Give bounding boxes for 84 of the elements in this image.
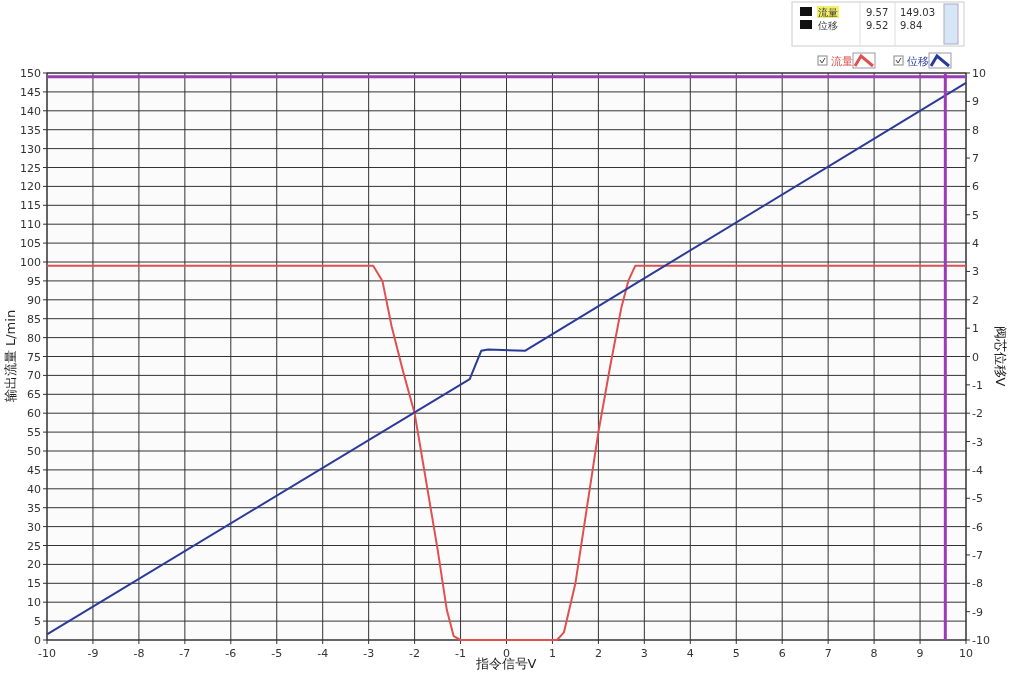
y-tick-label: 95 xyxy=(27,274,41,288)
y2-tick-label: -7 xyxy=(972,548,983,562)
x-tick-label: 5 xyxy=(732,647,740,660)
y2-tick-label: 9 xyxy=(972,95,979,109)
y2-tick-label: 3 xyxy=(972,265,979,279)
x-tick-label: -3 xyxy=(363,647,375,660)
x-tick-label: -5 xyxy=(271,647,283,660)
text: 9.52 xyxy=(866,20,889,31)
text: 9.84 xyxy=(900,20,923,31)
y2-tick-label: -6 xyxy=(972,520,983,534)
y-tick-label: 25 xyxy=(27,539,41,553)
text: 149.03 xyxy=(900,7,935,18)
line-series xyxy=(46,81,967,636)
y2-tick-label: 7 xyxy=(972,152,979,166)
y2-tick-label: -4 xyxy=(972,463,983,477)
x-tick-label: 10 xyxy=(959,647,973,660)
y-tick-label: 70 xyxy=(27,369,41,383)
y2-tick-label: 8 xyxy=(972,123,979,137)
y-tick-label: 130 xyxy=(20,142,41,156)
y2-tick-label: 6 xyxy=(972,180,979,194)
x-tick-label: -7 xyxy=(179,647,191,660)
y-tick-label: 105 xyxy=(20,237,41,251)
x-tick-label: 2 xyxy=(594,647,602,660)
text: 位移 xyxy=(818,20,838,31)
y-tick-label: 100 xyxy=(20,256,41,269)
x-tick-label: -10 xyxy=(38,647,56,660)
y-tick-label: 40 xyxy=(27,482,41,496)
text: 流量 xyxy=(818,7,838,18)
y2-tick-label: -9 xyxy=(972,605,983,619)
y-tick-label: 125 xyxy=(20,161,41,175)
text: 流量 xyxy=(831,55,853,68)
y-tick-label: 45 xyxy=(27,463,41,477)
y2-tick-label: -1 xyxy=(972,378,983,392)
y2-tick-label: 0 xyxy=(972,350,979,364)
y2-tick-label: 4 xyxy=(972,237,979,251)
y-tick-label: 10 xyxy=(27,596,41,610)
x-tick-label: 8 xyxy=(870,647,878,660)
x-tick-label: -6 xyxy=(225,647,237,660)
y-tick-label: 55 xyxy=(27,426,41,440)
x-tick-label: -1 xyxy=(455,647,467,660)
y-tick-label: 5 xyxy=(34,615,41,629)
y-tick-label: 65 xyxy=(27,388,41,402)
y2-tick-label: -2 xyxy=(972,407,983,421)
y2-tick-label: 1 xyxy=(972,322,979,336)
x-tick-label: 1 xyxy=(548,647,556,660)
x-tick-label: 6 xyxy=(778,647,786,660)
y-tick-label: 50 xyxy=(27,445,41,458)
y2-tick-label: 10 xyxy=(972,67,986,80)
x-tick-label: -8 xyxy=(133,647,145,660)
y-tick-label: 120 xyxy=(20,180,41,194)
text: 位移 xyxy=(907,55,929,68)
y2-tick-label: -10 xyxy=(972,634,990,647)
y-tick-label: 150 xyxy=(20,67,41,80)
y-tick-label: 60 xyxy=(27,407,41,421)
y-tick-label: 75 xyxy=(27,350,41,364)
y-tick-label: 85 xyxy=(27,312,41,326)
y-tick-label: 30 xyxy=(27,520,41,534)
y-tick-label: 115 xyxy=(20,199,41,213)
x-axis-title: 指令信号V xyxy=(474,656,537,671)
y-tick-label: 20 xyxy=(27,558,41,572)
y2-tick-label: 5 xyxy=(972,208,979,222)
x-tick-label: 9 xyxy=(916,647,924,660)
text: 9.57 xyxy=(866,7,889,18)
y2-tick-label: 2 xyxy=(972,293,979,307)
x-tick-label: 7 xyxy=(824,647,832,660)
y-axis-title: 输出流量 L/min xyxy=(3,309,18,403)
y2-tick-label: -8 xyxy=(972,577,983,591)
x-tick-label: 3 xyxy=(640,647,648,660)
y-tick-label: 0 xyxy=(34,634,41,647)
y-tick-label: 140 xyxy=(20,104,41,118)
y-tick-label: 15 xyxy=(27,577,41,591)
y-tick-label: 145 xyxy=(20,85,41,99)
x-tick-label: -4 xyxy=(317,647,329,660)
y2-tick-label: -5 xyxy=(972,492,983,506)
y-tick-label: 35 xyxy=(27,501,41,515)
y2-axis-title: 阀芯位移V xyxy=(993,325,1008,387)
y-tick-label: 80 xyxy=(27,331,41,345)
y2-tick-label: -3 xyxy=(972,435,983,449)
x-tick-label: -2 xyxy=(409,647,421,660)
y-tick-label: 90 xyxy=(27,293,41,307)
y-tick-label: 135 xyxy=(20,123,41,137)
x-tick-label: -9 xyxy=(87,647,99,660)
y-tick-label: 110 xyxy=(20,218,41,232)
x-tick-label: 4 xyxy=(686,647,694,660)
